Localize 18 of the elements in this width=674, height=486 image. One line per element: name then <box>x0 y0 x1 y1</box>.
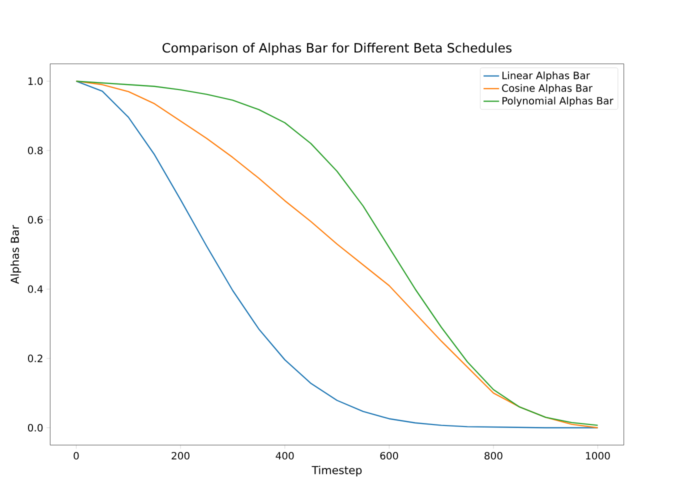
y-axis-title: Alphas Bar <box>10 224 22 284</box>
y-tick-label: 0.8 <box>28 146 43 154</box>
legend-label: Polynomial Alphas Bar <box>502 96 614 106</box>
x-tick-label: 0 <box>74 452 79 460</box>
y-tick-label: 0.2 <box>28 354 42 362</box>
x-tick-label: 1000 <box>586 452 610 460</box>
y-tick-label: 0.0 <box>28 424 43 432</box>
y-tick-label: 0.4 <box>28 285 43 293</box>
x-axis-title: Timestep <box>312 466 362 476</box>
legend-label: Linear Alphas Bar <box>502 71 590 82</box>
y-tick-label: 1.0 <box>28 77 43 85</box>
chart-title: Comparison of Alphas Bar for Different Beta Schedules <box>162 42 512 56</box>
x-tick-label: 600 <box>380 452 398 460</box>
x-tick-label: 800 <box>484 452 502 460</box>
x-tick-label: 200 <box>172 452 190 460</box>
x-tick-label: 400 <box>276 452 294 460</box>
y-tick-label: 0.6 <box>28 216 43 224</box>
legend-label: Cosine Alphas Bar <box>502 84 592 94</box>
